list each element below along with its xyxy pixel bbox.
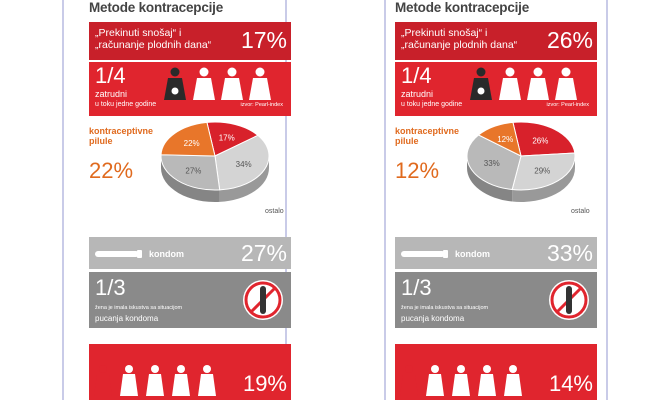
pregnancy-line2: u toku jedne godine (95, 101, 157, 108)
woman-figures-icon (470, 67, 577, 100)
pie-slice-side (512, 156, 575, 202)
breakage-fraction: 1/3 (95, 275, 126, 300)
withdrawal-box: „Prekinuti snošaj“ i „računanje plodnih … (395, 22, 597, 60)
breakage-line1: žena je imala iskustva sa situacijom (95, 305, 183, 311)
pregnancy-line1: zatrudni (401, 89, 434, 99)
pie-slice-side (219, 156, 269, 202)
breakage-box: 1/3 žena je imala iskustva sa situacijom… (395, 272, 597, 328)
pregnancy-source: izvor: Pearl-index (240, 102, 284, 108)
withdrawal-box: „Prekinuti snošaj“ i „računanje plodnih … (89, 22, 291, 60)
breakage-box: 1/3 žena je imala iskustva sa situacijom… (89, 272, 291, 328)
condom-box: kondom 33% (395, 237, 597, 269)
pie-slice (160, 154, 221, 191)
pie-slice-label: 34% (236, 160, 252, 169)
pregnancy-box: 1/4 zatrudni u toku jedne godine izvor: … (89, 62, 291, 116)
breakage-line2: pucanja kondoma (95, 314, 159, 323)
pregnancy-line2: u toku jedne godine (401, 101, 463, 108)
pie-slice (214, 134, 270, 191)
frame-line-right (606, 0, 608, 400)
woman-figures-icon (164, 67, 271, 100)
pill-percent: 12% (395, 158, 440, 183)
breakage-line2: pucanja kondoma (401, 314, 465, 323)
other-label: ostalo (571, 208, 590, 215)
panel-heading: Metode kontracepcije (395, 0, 530, 15)
condom-percent: 27% (240, 240, 287, 266)
pregnancy-source: izvor: Pearl-index (546, 102, 590, 108)
pregnancy-line1: zatrudni (95, 89, 128, 99)
bottom-box: 14% (395, 344, 597, 400)
condom-label: kondom (455, 249, 490, 259)
pie-slice-side (161, 156, 220, 202)
pill-label: kontraceptivne pilule (395, 126, 460, 146)
pie-slice (160, 121, 216, 157)
pie-slice (477, 121, 522, 157)
condom-percent: 33% (546, 240, 593, 266)
pill-label: kontraceptivne pilule (89, 126, 154, 146)
pie-slice-label: 26% (532, 137, 548, 146)
pregnancy-fraction: 1/4 (401, 63, 432, 88)
pie-slice (466, 134, 522, 191)
pie-slice-side (467, 156, 513, 202)
pie-slice (511, 152, 576, 191)
bottom-box: 19% (89, 344, 291, 400)
panel-heading: Metode kontracepcije (89, 0, 224, 15)
withdrawal-percent: 17% (240, 27, 287, 53)
pie-slice-label: 29% (534, 166, 550, 175)
bottom-percent: 19% (242, 371, 287, 396)
contraception-pie-chart: 26% 29% 33% 12% (466, 121, 576, 202)
withdrawal-label: „Prekinuti snošaj“ i „računanje plodnih … (401, 27, 518, 51)
breakage-line1: žena je imala iskustva sa situacijom (401, 305, 489, 311)
woman-figures-icon (400, 365, 522, 396)
pregnancy-fraction: 1/4 (95, 63, 126, 88)
bottom-percent: 14% (548, 371, 593, 396)
pie-slice-label: 33% (484, 159, 500, 168)
pie-slice-label: 17% (219, 134, 235, 143)
infographic-panel-1: Metode kontracepcije „Prekinuti snošaj“ … (89, 0, 291, 400)
breakage-fraction: 1/3 (401, 275, 432, 300)
condom-icon (95, 250, 142, 258)
other-label: ostalo (265, 208, 284, 215)
pie-slice-label: 12% (497, 135, 513, 144)
broken-condom-icon (243, 280, 283, 320)
broken-condom-icon (549, 280, 589, 320)
condom-label: kondom (149, 249, 184, 259)
withdrawal-percent: 26% (546, 27, 593, 53)
woman-figures-icon (94, 365, 216, 396)
contraception-pie-chart: 17% 34% 27% 22% (160, 121, 270, 202)
infographic-panel-2: Metode kontracepcije „Prekinuti snošaj“ … (395, 0, 597, 400)
withdrawal-label: „Prekinuti snošaj“ i „računanje plodnih … (95, 27, 212, 51)
pie-slice (512, 121, 576, 157)
pie-slice (206, 121, 259, 157)
frame-line-middle-left (285, 0, 287, 400)
condom-box: kondom 27% (89, 237, 291, 269)
pill-percent: 22% (89, 158, 134, 183)
condom-icon (401, 250, 448, 258)
pie-slice-label: 27% (185, 166, 201, 175)
pregnancy-box: 1/4 zatrudni u toku jedne godine izvor: … (395, 62, 597, 116)
frame-line-left (62, 0, 64, 400)
pie-slice-label: 22% (184, 139, 200, 148)
frame-line-middle-right (384, 0, 386, 400)
